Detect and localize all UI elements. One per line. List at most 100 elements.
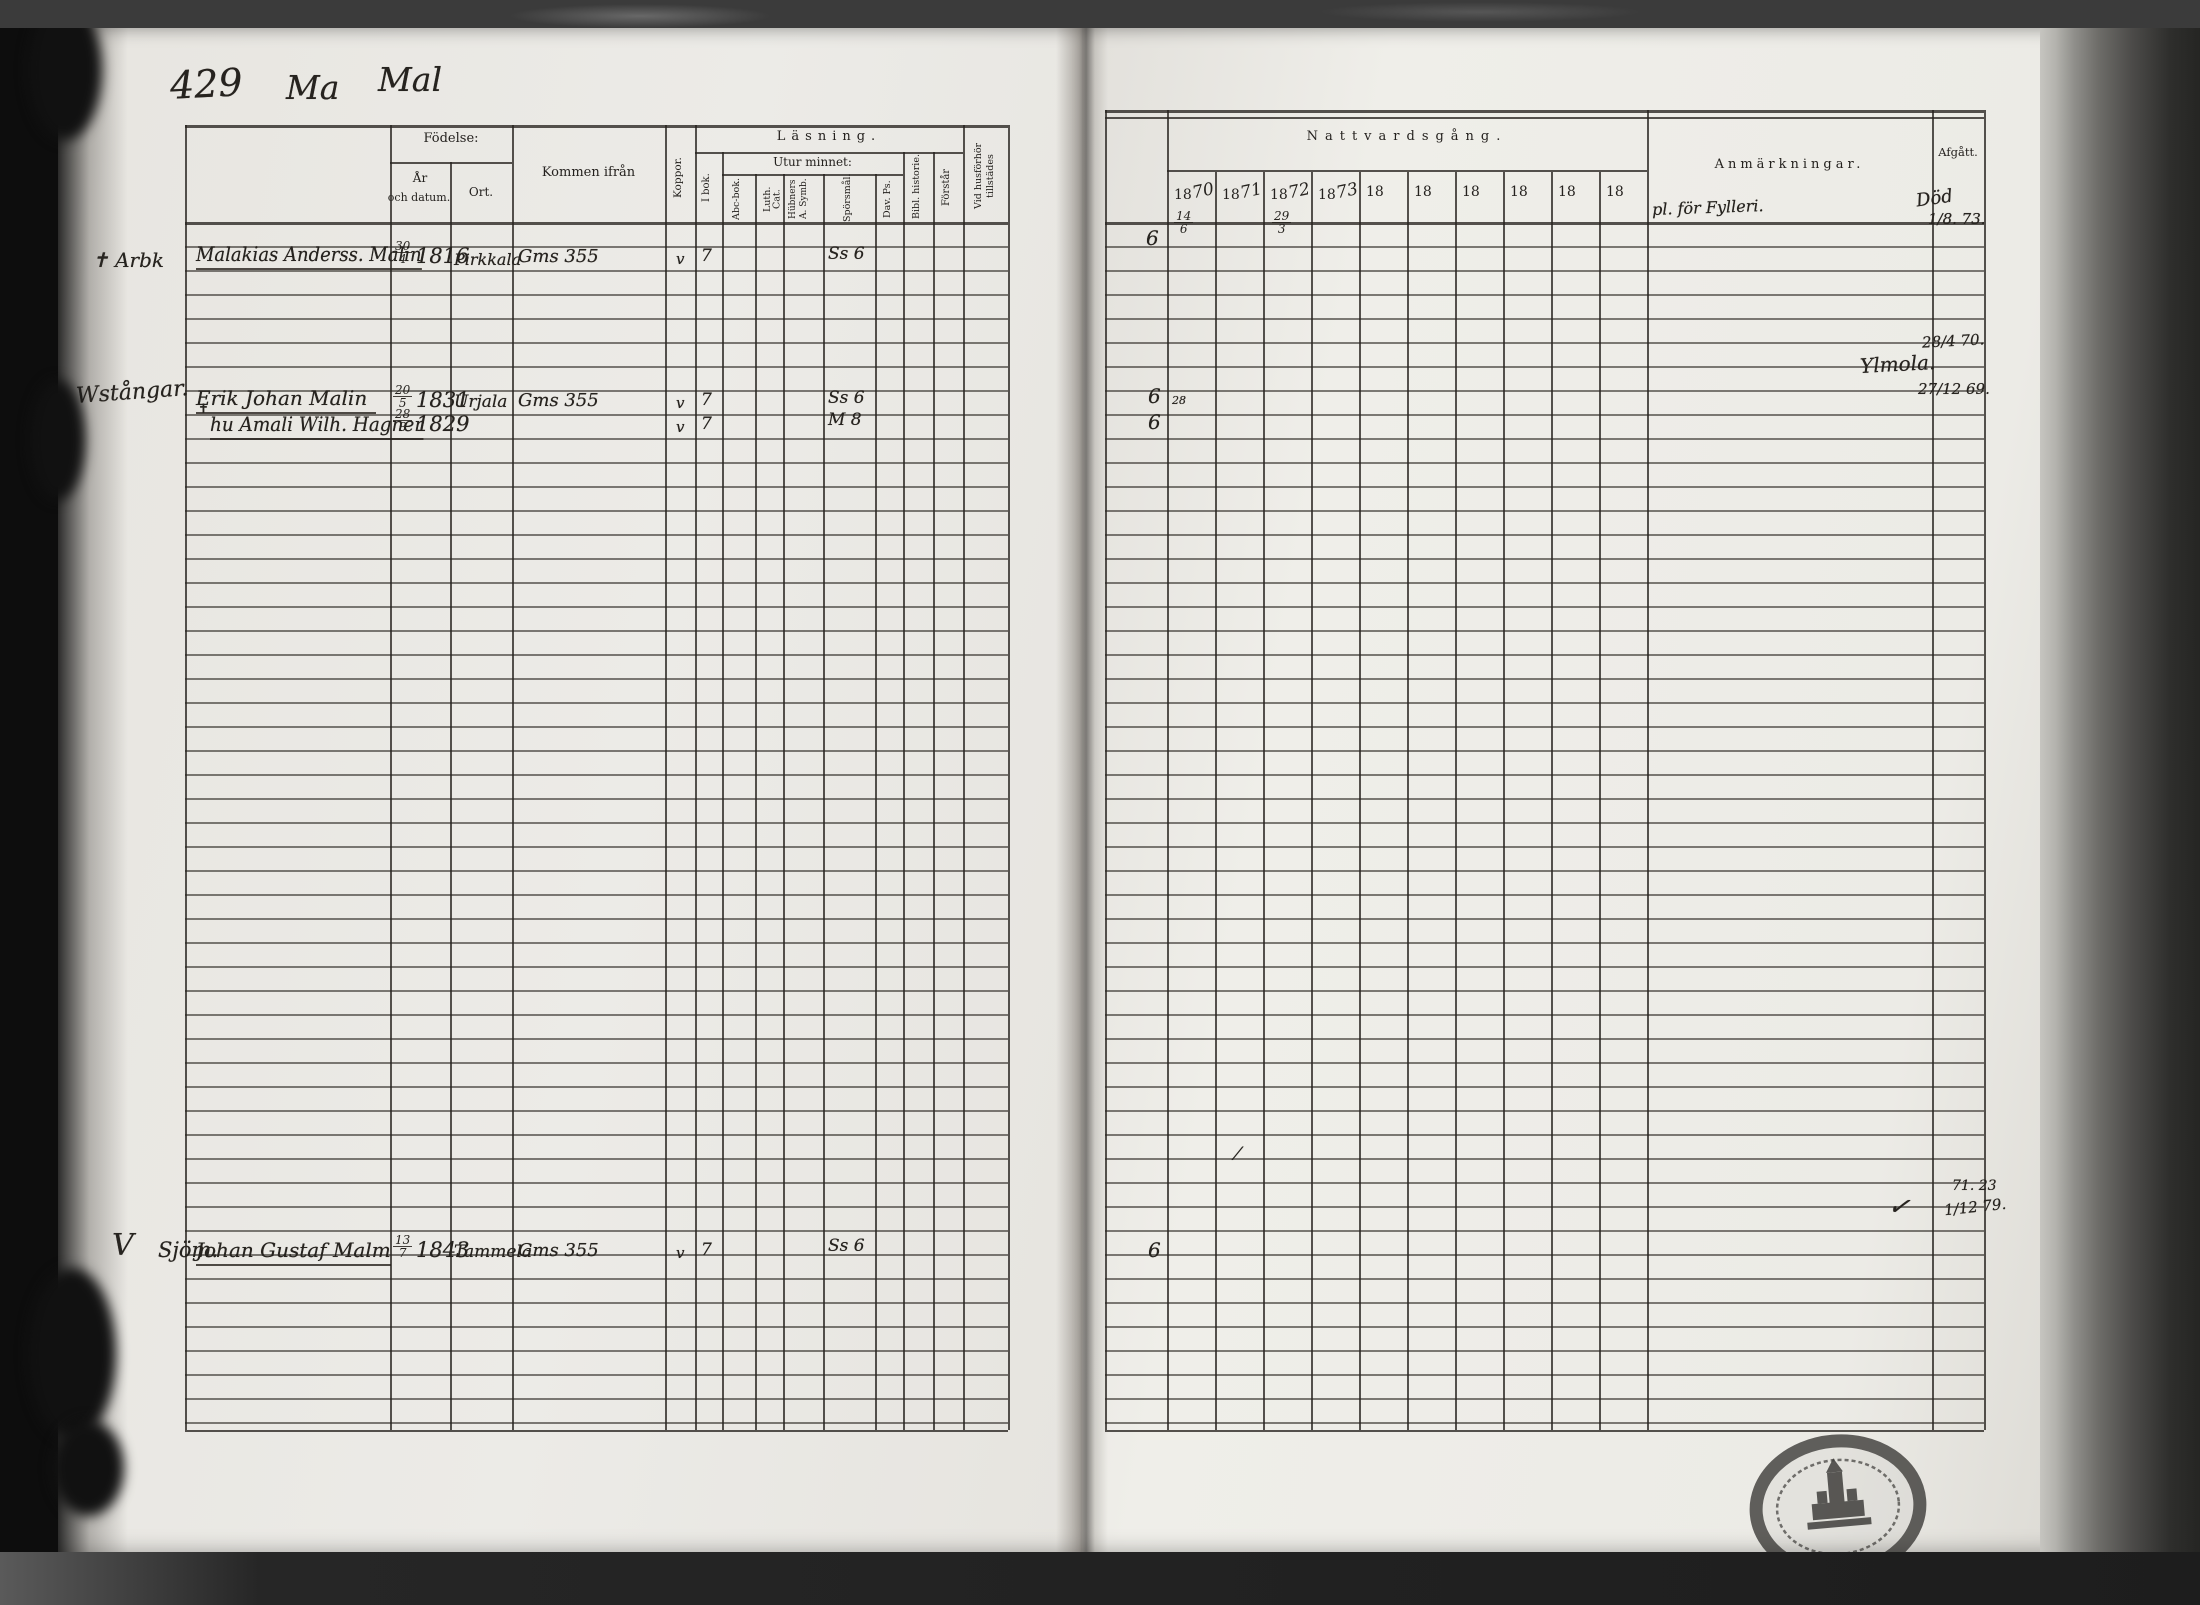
koppor-mark: v (676, 394, 685, 412)
column-header-fodelse: Födelse: (423, 131, 479, 146)
year-column-blank: 18 (1359, 184, 1407, 200)
communion-mark: 6 (1146, 226, 1159, 250)
year-handwritten: 72 (1286, 179, 1312, 204)
i-bok-mark: 7 (701, 1240, 712, 1260)
communion-mark: 6 (1148, 410, 1161, 434)
year-column-1873: 1873 (1311, 179, 1360, 204)
year-prefix: 18 (1414, 184, 1432, 200)
sporsmal-mark: Ss 6 (828, 244, 865, 264)
remark: pl. för Fylleri. (1651, 196, 1764, 219)
grid-line (1359, 172, 1361, 1430)
year-prefix: 18 (1462, 184, 1480, 200)
photo-top-edge (0, 0, 2200, 28)
grid-line (1599, 172, 1601, 1430)
entry-name: Erik Johan Malin (196, 386, 376, 414)
communion-date-1872: 29 3 (1272, 210, 1292, 236)
check-mark: ✓ (1886, 1190, 1912, 1224)
grid-line (903, 152, 905, 1430)
grid-line (1105, 110, 1984, 113)
afgatt-date: 28/4 70. (1921, 330, 1985, 352)
stray-tick: ⁄ (1236, 1144, 1240, 1165)
grid-line (1167, 170, 1647, 172)
grid-line (390, 125, 392, 1430)
birth-day: 30 (393, 239, 413, 253)
year-column-1870: 1870 (1167, 179, 1216, 204)
afgatt-note: 71. 23 (1952, 1178, 1997, 1194)
grid-line (722, 152, 724, 1430)
birth-year: 1831 (416, 388, 470, 412)
birth-place: Pirkkala (454, 250, 522, 269)
column-header-sporsmal: Spörsmål. (842, 173, 853, 222)
column-header-anmarkningar: Anmärkningar. (1714, 157, 1865, 172)
year-column-blank: 18 (1407, 184, 1455, 200)
koppor-mark: v (676, 418, 685, 436)
grid-line (1263, 172, 1265, 1430)
column-header-luth-cat: Luth. Cat. (762, 186, 783, 212)
grid-line (1167, 110, 1169, 1430)
grid-line (823, 174, 825, 1430)
birth-month: 5 (398, 396, 407, 410)
column-header-och-datum: och datum. (387, 191, 451, 204)
i-bok-mark: 7 (701, 246, 712, 266)
column-header-lasning: Läsning. (776, 129, 882, 144)
communion-date-1870: 14 6 (1174, 210, 1194, 235)
grid-line (450, 162, 452, 1430)
column-header-bibl-historie: Bibl. historie. (911, 154, 922, 220)
year-prefix: 18 (1270, 187, 1288, 203)
sporsmal-mark: Ss 6 (828, 388, 865, 408)
kommen-ifran-value: Gms 355 (518, 1240, 599, 1261)
birth-year: 1843 (416, 1238, 470, 1262)
birth-month: 7 (398, 1246, 407, 1260)
grid-line (933, 152, 935, 1430)
column-header-vid-husforhor: Vid husförhör tillstädes (973, 132, 996, 220)
grid-line (695, 152, 963, 154)
year-prefix: 18 (1174, 187, 1192, 203)
communion-date-1870: 28 (1172, 394, 1186, 407)
year-prefix: 18 (1318, 187, 1336, 203)
year-handwritten: 70 (1190, 179, 1216, 204)
grid-line (185, 222, 1008, 225)
grid-line (755, 174, 757, 1430)
column-header-koppor: Koppor. (672, 157, 684, 199)
column-header-dav-ps: Dav. Ps. (882, 180, 893, 218)
row-lines (185, 224, 1008, 1430)
entry-name: Malakias Anderss. Malin (196, 242, 422, 270)
column-header-hubners-a-symb: Hübners A. Symb. (788, 176, 809, 222)
communion-mark: 6 (1148, 1238, 1161, 1262)
edge-smudge (30, 380, 85, 500)
index-note: Ma (286, 68, 340, 107)
year-column-blank: 18 (1599, 184, 1647, 200)
birth-month: 4 (398, 252, 407, 266)
birth-month: 8 (398, 420, 407, 434)
edge-smudge (28, 1268, 116, 1440)
grid-line (1105, 1430, 1984, 1432)
column-header-forstar: Förstår (941, 168, 952, 206)
grid-line (1008, 125, 1010, 1430)
kommen-ifran-value: Gms 355 (518, 246, 599, 267)
birth-day: 28 (393, 407, 413, 421)
grid-line (1984, 110, 1986, 1430)
grid-line (512, 125, 514, 1430)
year-prefix: 18 (1558, 184, 1576, 200)
grid-line (963, 125, 965, 1430)
birth-day: 20 (393, 383, 413, 397)
grid-line (185, 125, 187, 1430)
margin-note: ✝ (198, 402, 209, 417)
year-column-blank: 18 (1551, 184, 1599, 200)
birth-place: Urjala (454, 392, 508, 412)
edge-smudge (52, 1420, 124, 1516)
column-header-hubners: Hübners (788, 179, 798, 219)
column-header-tillstades: tillstädes (984, 154, 996, 198)
column-header-abc-bok: Abc-bok. (731, 177, 742, 221)
birth-year: 1816 (416, 244, 470, 268)
grid-line (1647, 110, 1649, 1430)
communion-month: 3 (1277, 222, 1286, 236)
grid-line (875, 174, 877, 1430)
sporsmal-mark: Ss 6 (828, 1236, 865, 1256)
year-handwritten: 71 (1238, 179, 1264, 204)
year-handwritten: 73 (1334, 179, 1360, 204)
column-header-vid-husforhor-line1: Vid husförhör (973, 142, 984, 210)
book-fold-shadow (1056, 28, 1108, 1555)
entry-name: hu Amali Wilh. Hagner (210, 412, 424, 440)
birth-day: 13 (393, 1233, 413, 1247)
